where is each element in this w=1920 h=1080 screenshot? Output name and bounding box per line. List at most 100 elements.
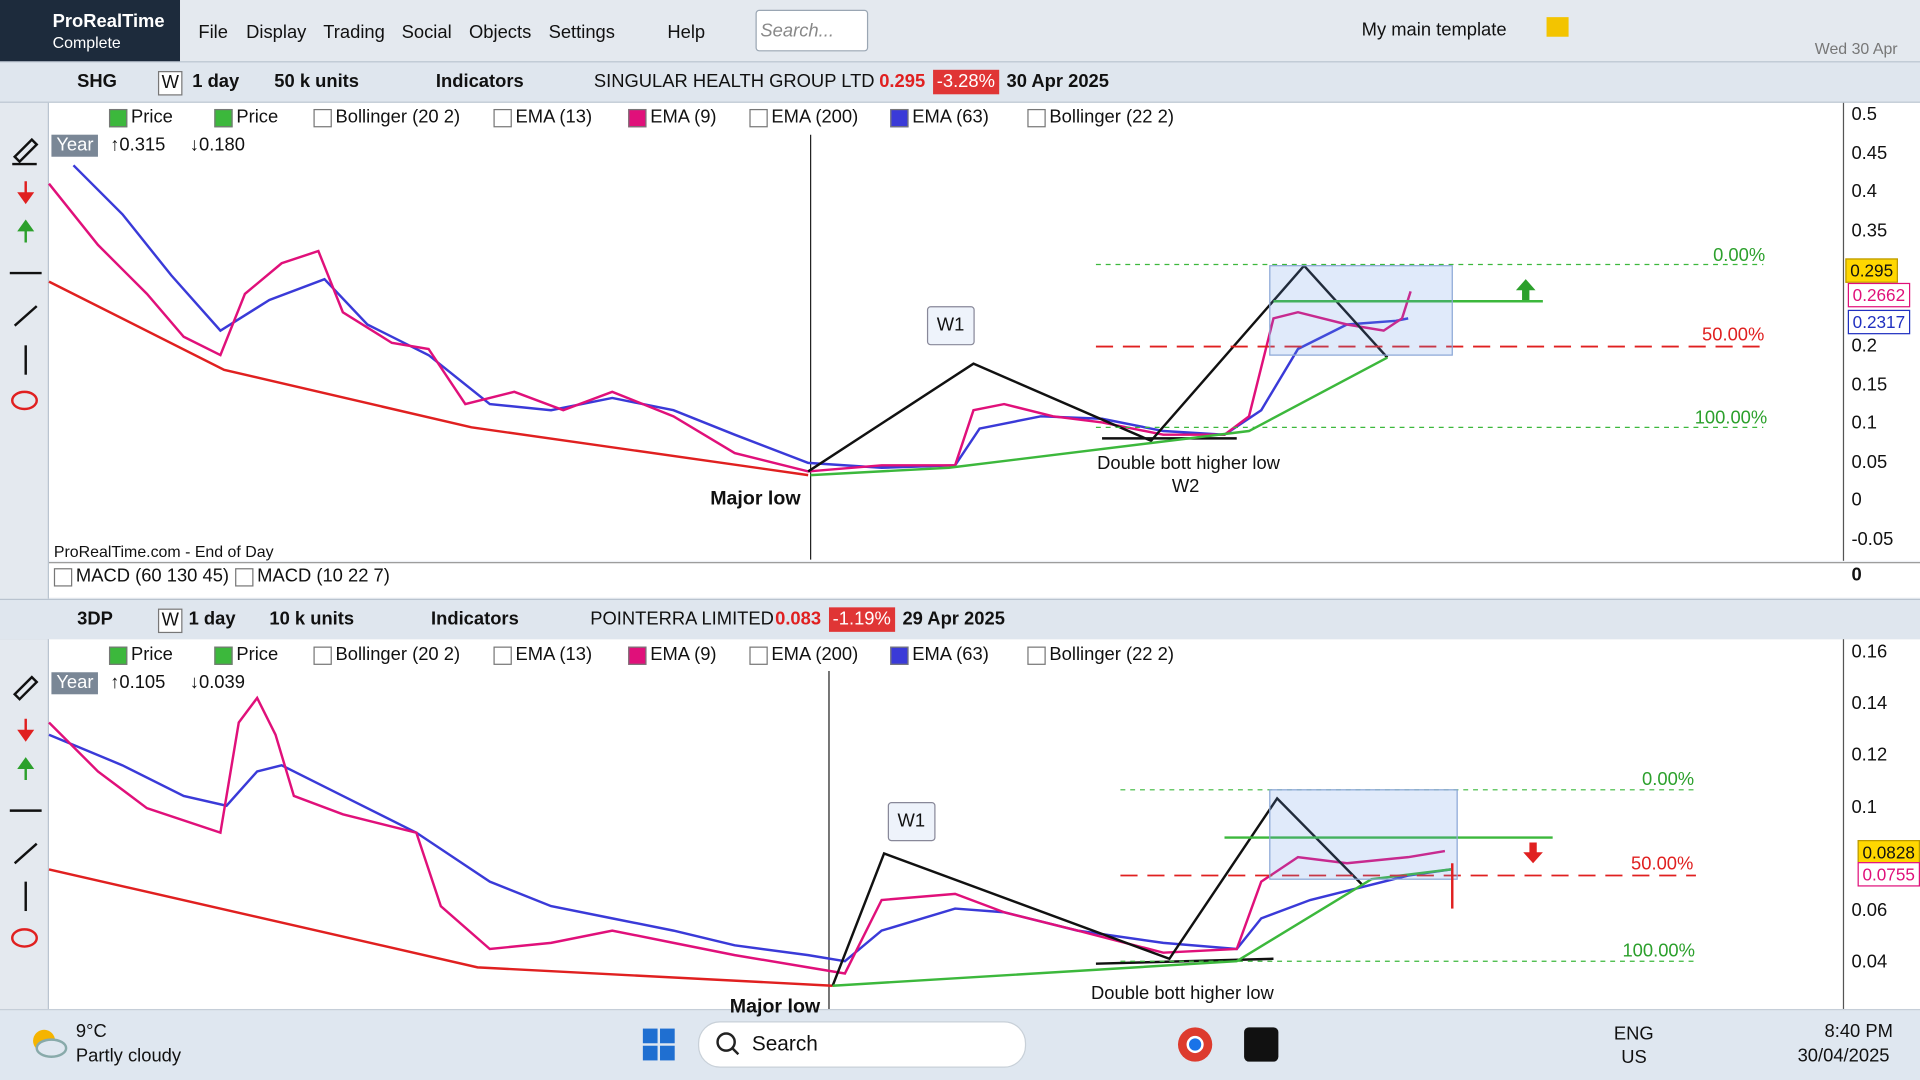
period-select[interactable]: 1 day — [188, 608, 236, 630]
search-box[interactable] — [755, 9, 869, 52]
y-tick-label: 0.2 — [1851, 335, 1877, 357]
top-bar — [0, 0, 1920, 63]
last-price: 0.083 — [775, 608, 822, 630]
taskbar-search-text[interactable]: Search — [751, 1032, 818, 1056]
symbol[interactable]: SHG — [77, 71, 117, 92]
annotation: Double bott higher low — [1091, 983, 1274, 1005]
annotation: W1 — [926, 306, 975, 346]
menu-item[interactable]: Objects — [468, 22, 532, 43]
legend-swatch[interactable] — [108, 646, 128, 665]
app-name: ProRealTime — [52, 11, 165, 32]
annotation: Major low — [729, 996, 821, 1018]
symbol[interactable]: 3DP — [77, 608, 113, 630]
chart-area — [48, 639, 1843, 1009]
flag-icon[interactable] — [1546, 17, 1569, 37]
legend-swatch[interactable] — [493, 646, 512, 665]
legend-swatch[interactable] — [890, 108, 909, 128]
menu-item[interactable]: Trading — [323, 22, 385, 43]
legend-swatch[interactable] — [749, 646, 768, 665]
last-price: 0.295 — [879, 71, 926, 92]
legend-item[interactable]: EMA (63) — [912, 644, 989, 665]
legend-item[interactable]: Bollinger (20 2) — [335, 644, 461, 665]
panel-toolbar — [0, 598, 1920, 641]
range-low: 0.180 — [190, 135, 245, 157]
fib-level: 50.00% — [1631, 853, 1694, 875]
legend-swatch[interactable] — [214, 108, 233, 128]
instrument-name: SINGULAR HEALTH GROUP LTD — [593, 71, 875, 92]
taskbar-search[interactable] — [697, 1021, 1027, 1068]
legend-swatch[interactable] — [108, 108, 128, 128]
legend-item[interactable]: Price — [236, 106, 279, 128]
checkbox[interactable] — [53, 568, 73, 587]
legend-item[interactable]: EMA (200) — [771, 644, 859, 665]
y-tick-label: 0.06 — [1851, 899, 1888, 921]
legend-item[interactable]: EMA (9) — [650, 644, 717, 665]
legend-item[interactable]: EMA (13) — [515, 106, 593, 128]
legend-swatch[interactable] — [890, 646, 909, 665]
range-low: 0.039 — [190, 672, 245, 694]
checkbox[interactable] — [235, 568, 254, 587]
period-key[interactable]: W — [157, 71, 183, 96]
y-tick-label: 0.45 — [1851, 142, 1888, 164]
legend-swatch[interactable] — [313, 646, 332, 665]
fib-level: 100.00% — [1694, 407, 1768, 429]
legend-item[interactable]: Bollinger (22 2) — [1049, 106, 1174, 128]
y-tick-label: 0.1 — [1851, 413, 1877, 434]
range-high: 0.105 — [110, 672, 165, 694]
menu-item[interactable]: Help — [667, 22, 706, 43]
legend-item[interactable]: Price — [236, 644, 279, 665]
chart-footer: ProRealTime.com - End of Day — [53, 542, 274, 561]
top-date: Wed 30 Apr — [1814, 39, 1898, 58]
legend-item[interactable]: Price — [131, 106, 173, 128]
units-select[interactable]: 10 k units — [269, 608, 355, 630]
menu-item[interactable]: File — [198, 22, 228, 43]
legend-swatch[interactable] — [1027, 108, 1046, 128]
legend-item[interactable]: Bollinger (22 2) — [1049, 644, 1174, 665]
range-label: Year — [51, 134, 99, 157]
legend-item[interactable]: EMA (200) — [771, 106, 859, 128]
legend-swatch[interactable] — [628, 646, 647, 665]
y-tick-label: 0.4 — [1851, 181, 1877, 203]
legend-item[interactable]: EMA (63) — [912, 106, 989, 128]
units-select[interactable]: 50 k units — [274, 71, 360, 92]
range-high: 0.315 — [110, 135, 165, 157]
menu-item[interactable]: Display — [246, 22, 307, 43]
price-change: -3.28% — [933, 69, 999, 95]
price-label: 0.0755 — [1857, 862, 1920, 887]
menu-item[interactable]: Settings — [548, 22, 615, 43]
y-tick-label: 0.14 — [1851, 693, 1888, 715]
legend-swatch[interactable] — [628, 108, 647, 128]
menu-item[interactable]: Social — [401, 22, 452, 43]
legend-item[interactable]: Price — [131, 644, 173, 665]
instrument-name: POINTERRA LIMITED — [590, 608, 774, 630]
legend-swatch[interactable] — [214, 646, 233, 665]
legend-item[interactable]: Bollinger (20 2) — [335, 106, 461, 128]
legend-swatch[interactable] — [313, 108, 332, 128]
macd-row — [48, 562, 1920, 598]
indicators-button[interactable]: Indicators — [431, 608, 519, 630]
legend-item[interactable]: EMA (9) — [650, 106, 717, 128]
legend-swatch[interactable] — [749, 108, 768, 128]
sub-indicator[interactable]: MACD (10 22 7) — [257, 565, 390, 587]
legend-item[interactable]: EMA (13) — [515, 644, 593, 665]
indicators-button[interactable]: Indicators — [435, 71, 524, 92]
clock-date: 30/04/2025 — [1797, 1045, 1890, 1067]
price-label: 0.2662 — [1847, 282, 1911, 308]
price-axis — [1842, 639, 1920, 1009]
y-tick-label: 0.35 — [1851, 219, 1888, 241]
period-select[interactable]: 1 day — [192, 71, 240, 92]
fib-level: 50.00% — [1702, 324, 1765, 346]
language: ENG — [1613, 1023, 1654, 1045]
price-change: -1.19% — [828, 607, 895, 632]
range-label: Year — [51, 672, 99, 695]
logo[interactable] — [0, 0, 181, 62]
legend-swatch[interactable] — [1027, 646, 1046, 665]
legend-swatch[interactable] — [493, 108, 512, 128]
template-select[interactable]: My main template — [1361, 19, 1507, 41]
annotation: W1 — [887, 802, 935, 842]
period-key[interactable]: W — [157, 608, 183, 634]
sub-indicator[interactable]: MACD (60 130 45) — [75, 565, 230, 587]
